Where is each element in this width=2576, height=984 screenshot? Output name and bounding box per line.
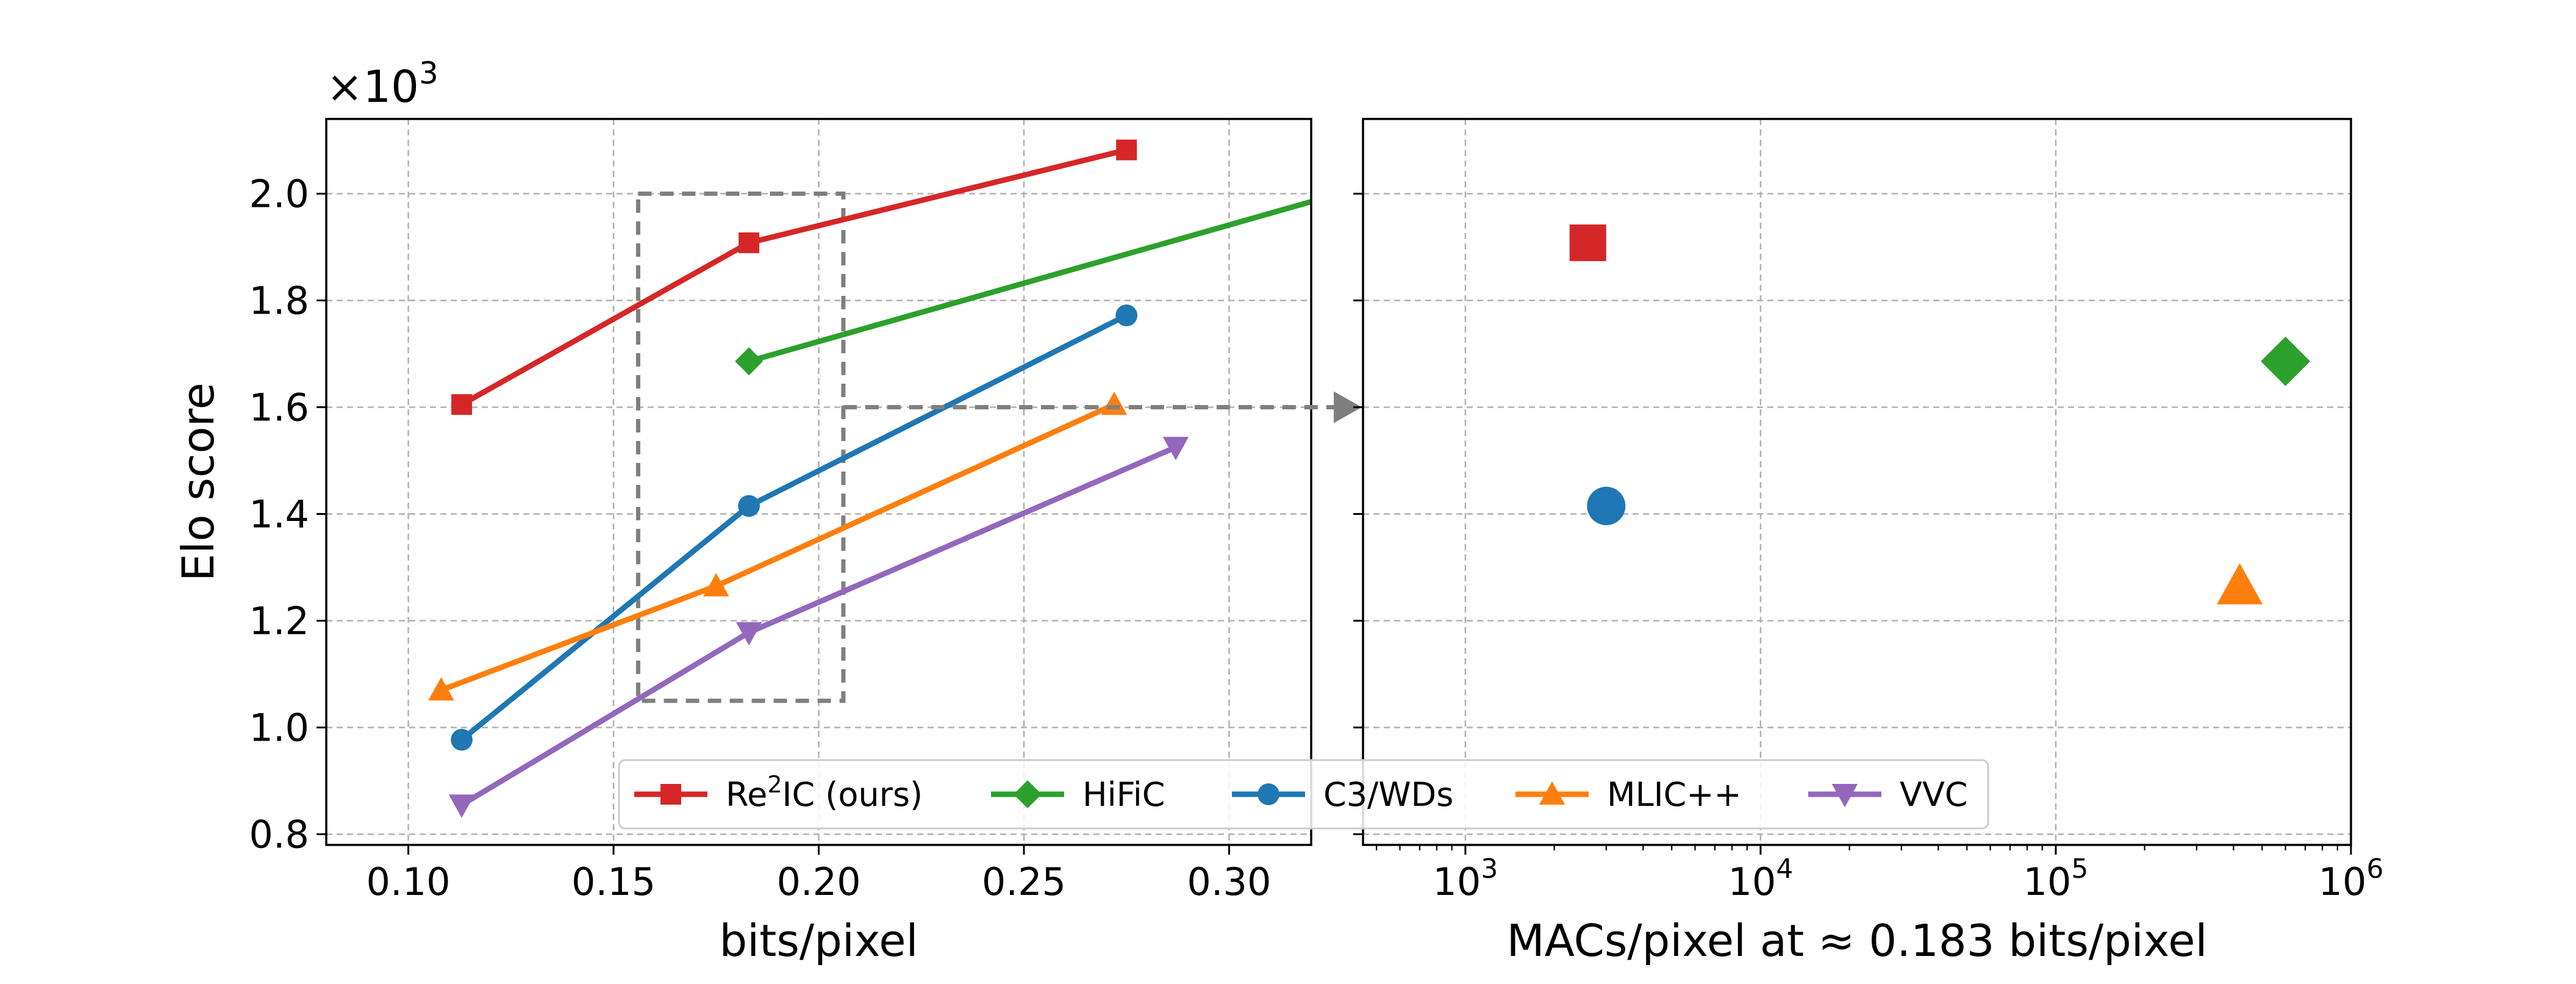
data-point — [428, 677, 454, 701]
legend-label: Re2IC (ours) — [726, 771, 923, 814]
data-point — [451, 394, 473, 415]
left-y-tick-label: 1.6 — [249, 386, 309, 430]
series-re2ic-ours- — [451, 139, 1137, 415]
data-point — [739, 232, 760, 253]
data-point — [1162, 437, 1189, 461]
left-plot: 0.10 0.15 0.20 0.25 0.30 0.8 1.0 1.2 1.4 1.6 1.8 2.… — [173, 56, 1312, 966]
left-y-tick-label: 1.0 — [249, 706, 309, 750]
legend-label: VVC — [1900, 775, 1968, 814]
series-line — [440, 402, 1115, 693]
data-point — [1115, 304, 1138, 326]
left-y-tick-label: 0.8 — [249, 813, 309, 857]
legend-marker — [660, 784, 681, 805]
left-x-tick-label: 0.25 — [982, 860, 1066, 904]
legend-label-main: Re — [726, 775, 767, 814]
right-x-axis-label: MACs/pixel at ≈ 0.183 bits/pixel — [1506, 915, 2207, 966]
left-x-tick-label: 0.15 — [571, 860, 656, 904]
right-x-tick-label: 106 — [2319, 853, 2384, 904]
data-point — [735, 347, 764, 376]
left-grid — [326, 119, 1311, 845]
legend-label-sup: 2 — [767, 771, 782, 798]
legend-entry: HiFiC — [991, 775, 1165, 814]
series-hific — [735, 199, 1311, 376]
right-plot: 103 104 105 106 MACs/pixel at ≈ 0.183 bits/… — [1353, 118, 2384, 966]
right-grid — [1363, 119, 2351, 845]
legend: Re2IC (ours) HiFiC C3/WDs MLIC++ VVC — [618, 759, 1989, 830]
scatter-point-hific — [2261, 336, 2311, 386]
right-x-tick-label: 105 — [2023, 853, 2089, 904]
data-point — [451, 728, 473, 751]
legend-label: C3/WDs — [1323, 775, 1453, 814]
data-point — [1101, 391, 1128, 415]
zoom-arrow — [843, 391, 1362, 423]
legend-marker — [1014, 780, 1042, 808]
legend-entry: C3/WDs — [1232, 775, 1453, 814]
tick-base: 10 — [1728, 860, 1776, 904]
right-ticks: 103 104 105 106 — [1353, 193, 2384, 904]
left-ticks: 0.10 0.15 0.20 0.25 0.30 0.8 1.0 1.2 1.4 1.6 1.8 2.… — [249, 172, 1271, 905]
scatter-point-re2ic-ours- — [1569, 224, 1606, 261]
series-vvc — [448, 437, 1189, 818]
offset-base: ×10 — [326, 61, 419, 112]
data-point — [738, 495, 760, 517]
left-y-tick-label: 2.0 — [249, 172, 309, 217]
left-y-tick-label: 1.4 — [249, 492, 309, 537]
legend-label-main: HiFiC — [1082, 775, 1165, 814]
series-mlic- — [428, 391, 1128, 701]
tick-exponent: 4 — [1776, 853, 1793, 885]
right-x-tick-label: 103 — [1433, 853, 1498, 904]
series-line — [460, 312, 1128, 742]
legend-entry: Re2IC (ours) — [634, 771, 923, 814]
scatter-point-c3-wds — [1587, 486, 1626, 525]
data-point — [448, 794, 475, 818]
left-y-tick-label: 1.2 — [249, 599, 309, 644]
legend-entry: MLIC++ — [1515, 775, 1742, 814]
legend-marker — [1831, 784, 1858, 808]
data-point — [703, 573, 729, 597]
data-point — [1116, 139, 1137, 160]
tick-base: 10 — [2319, 860, 2367, 904]
tick-exponent: 6 — [2366, 853, 2383, 885]
series-line — [460, 444, 1177, 808]
left-x-tick-label: 0.10 — [367, 860, 451, 904]
tick-base: 10 — [1433, 860, 1481, 904]
tick-exponent: 3 — [1481, 853, 1498, 885]
legend-entry: VVC — [1808, 775, 1968, 814]
tick-exponent: 5 — [2071, 853, 2088, 885]
legend-marker — [1539, 781, 1565, 805]
legend-label-main: MLIC++ — [1607, 775, 1742, 814]
legend-label: HiFiC — [1082, 775, 1165, 814]
left-y-tick-label: 1.8 — [249, 279, 309, 323]
series-c3-wds — [451, 304, 1138, 751]
right-points — [1569, 224, 2311, 605]
legend-marker — [1258, 783, 1279, 805]
right-plot-frame — [1362, 118, 2352, 846]
legend-label: MLIC++ — [1607, 775, 1742, 814]
left-x-tick-label: 0.20 — [776, 860, 860, 904]
highlight-box — [635, 192, 846, 703]
offset-exponent: 3 — [419, 56, 438, 91]
zoom-arrow-head — [1334, 391, 1362, 423]
y-axis-offset-label: ×103 — [326, 56, 438, 112]
right-x-tick-label: 104 — [1728, 853, 1793, 904]
highlight-box-rect — [635, 192, 846, 703]
left-series — [428, 139, 1311, 818]
legend-label-main: C3/WDs — [1323, 775, 1453, 814]
series-line — [748, 199, 1311, 364]
left-x-axis-label: bits/pixel — [719, 915, 918, 966]
data-point — [735, 622, 762, 645]
scatter-point-mlic- — [2217, 563, 2263, 605]
legend-label-main: VVC — [1900, 775, 1968, 814]
tick-base: 10 — [2023, 860, 2072, 904]
left-x-tick-label: 0.30 — [1187, 860, 1271, 904]
legend-label-rest: IC (ours) — [782, 775, 923, 814]
left-y-axis-label: Elo score — [173, 382, 224, 581]
